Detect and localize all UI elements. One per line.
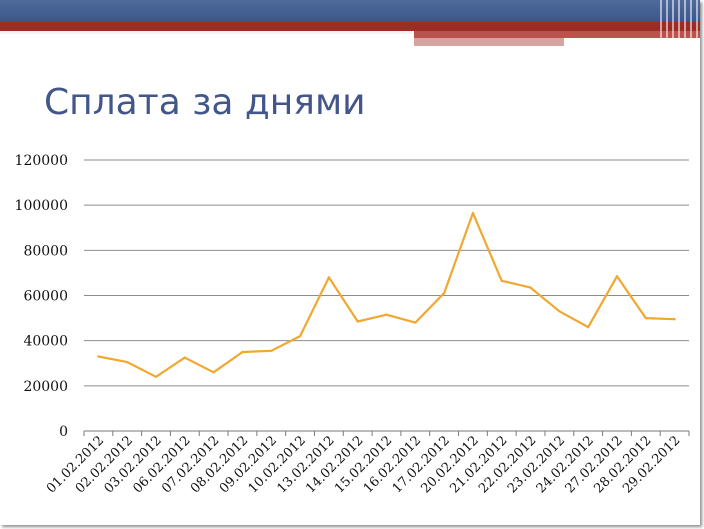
y-tick-label: 0: [59, 424, 68, 440]
data-point: [442, 292, 446, 295]
data-point: [385, 313, 388, 316]
data-point: [644, 316, 647, 320]
y-tick-label: 40000: [23, 334, 68, 350]
data-point: [356, 320, 359, 323]
header-light-line: [0, 31, 412, 34]
header-blue-band: [0, 0, 700, 22]
header-pink-band: [414, 38, 564, 46]
chart-gridlines: [84, 159, 689, 432]
y-axis-ticks: 0 20000 40000 60000 80000 100000 120000: [15, 153, 68, 440]
data-point: [298, 334, 302, 338]
data-point: [241, 350, 244, 354]
data-point: [500, 279, 503, 283]
data-point: [471, 211, 475, 215]
header-accent-band: [414, 31, 700, 38]
data-point: [154, 375, 158, 378]
x-axis-ticks: 01.02.201202.02.201203.02.201206.02.2012…: [44, 431, 690, 496]
data-point: [558, 310, 561, 313]
data-point: [615, 275, 619, 278]
header-stripes: [660, 0, 700, 46]
slide-title: Сплата за днями: [44, 82, 366, 123]
data-point: [414, 321, 417, 324]
data-point: [529, 286, 532, 289]
data-point: [270, 349, 273, 353]
data-point: [327, 276, 331, 279]
data-point: [183, 356, 187, 359]
data-point: [673, 318, 676, 321]
data-point: [126, 360, 129, 364]
data-point: [586, 325, 590, 329]
data-point: [97, 355, 100, 358]
data-point: [212, 371, 215, 374]
series-line: [98, 212, 675, 378]
y-tick-label: 60000: [23, 289, 68, 305]
y-tick-label: 120000: [15, 153, 68, 169]
y-tick-label: 80000: [23, 243, 68, 259]
y-tick-label: 20000: [23, 379, 68, 395]
y-tick-label: 100000: [15, 198, 68, 214]
header-red-band: [0, 22, 700, 31]
chart-series: [97, 211, 676, 378]
